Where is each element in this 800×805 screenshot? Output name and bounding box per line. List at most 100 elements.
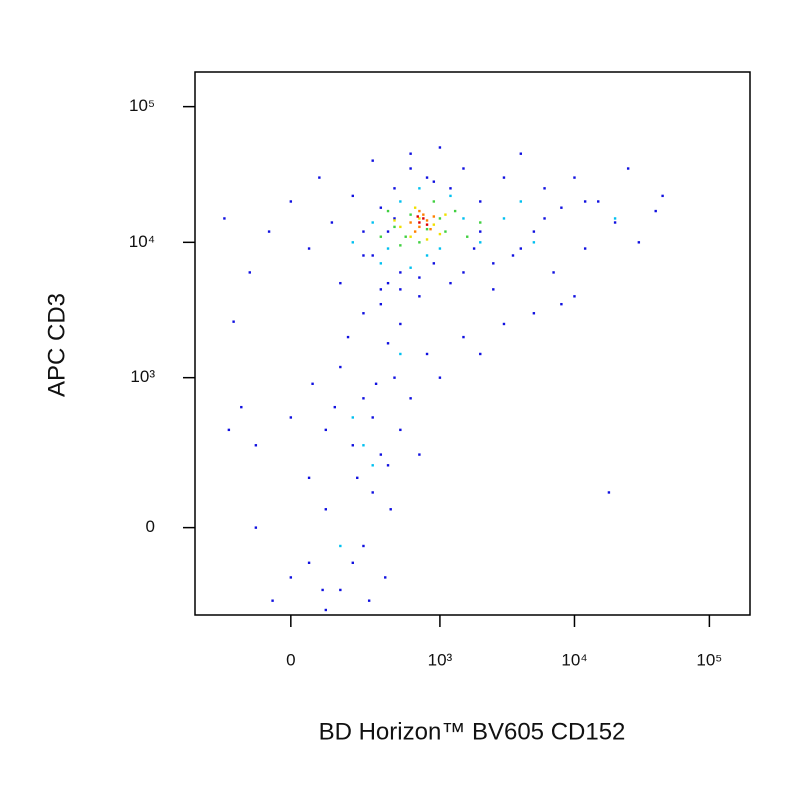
data-point (362, 312, 365, 315)
data-point (386, 209, 390, 213)
data-point (232, 320, 235, 323)
data-point (307, 247, 311, 250)
data-point (532, 241, 536, 244)
data-point (519, 152, 523, 155)
data-point (267, 230, 271, 233)
data-point (393, 225, 396, 229)
data-point (519, 200, 523, 203)
data-point (560, 206, 563, 209)
x-tick-label: 10⁴ (561, 650, 587, 669)
data-point (492, 262, 495, 265)
data-point (333, 405, 336, 409)
data-point (479, 200, 482, 203)
data-point (432, 180, 436, 183)
data-point (449, 187, 452, 190)
y-axis-title: APC CD3 (43, 293, 70, 397)
x-axis-title: BD Horizon™ BV605 CD152 (319, 718, 626, 745)
data-point (432, 223, 436, 226)
data-point (240, 405, 243, 409)
data-point (613, 221, 617, 224)
data-point (371, 416, 374, 419)
data-point (418, 217, 421, 220)
data-point (227, 428, 231, 432)
data-point (502, 322, 506, 326)
data-point (389, 508, 392, 511)
data-point (425, 227, 429, 231)
data-point (386, 464, 390, 467)
data-point (289, 200, 293, 203)
data-point (371, 464, 374, 467)
x-tick-label: 10³ (428, 650, 453, 669)
data-point (374, 382, 378, 385)
data-point (449, 281, 452, 285)
data-point (583, 247, 587, 250)
data-point (399, 200, 402, 203)
data-point (362, 544, 365, 548)
data-point (418, 241, 421, 244)
data-point (444, 213, 447, 216)
data-point (438, 146, 442, 149)
data-point (386, 342, 390, 345)
data-point (351, 416, 354, 419)
data-point (444, 230, 447, 233)
data-point (362, 254, 365, 257)
data-point (399, 428, 402, 432)
data-point (438, 376, 442, 379)
data-point (324, 508, 327, 511)
data-point (438, 232, 442, 236)
data-point (413, 206, 417, 209)
data-point (384, 576, 387, 579)
y-tick-label: 10⁵ (129, 96, 155, 115)
data-point (339, 588, 342, 592)
data-point (404, 235, 407, 238)
data-point (438, 247, 442, 250)
data-point (254, 526, 258, 529)
data-point (351, 444, 354, 447)
data-point (466, 235, 469, 238)
data-point (409, 266, 412, 269)
data-point (502, 176, 506, 179)
data-point (356, 476, 359, 480)
y-tick-label: 0 (146, 517, 155, 536)
data-point (399, 352, 402, 356)
data-point (479, 241, 482, 244)
data-point (393, 217, 396, 220)
data-point (543, 217, 546, 220)
data-point (324, 608, 327, 612)
data-point (479, 221, 482, 224)
data-point (248, 271, 251, 274)
data-point (453, 209, 457, 213)
data-point (543, 187, 546, 190)
data-point (425, 352, 429, 356)
data-point (409, 152, 412, 155)
data-point (429, 227, 432, 231)
data-point (462, 335, 465, 339)
data-point (462, 167, 465, 170)
data-point (607, 491, 611, 494)
data-point (438, 217, 442, 220)
data-point (613, 217, 617, 220)
data-point (393, 219, 396, 222)
data-point (511, 254, 515, 257)
data-point (432, 200, 436, 203)
data-point (661, 194, 664, 198)
data-point (399, 271, 402, 274)
data-point (362, 230, 365, 233)
data-point (307, 561, 311, 565)
data-point (379, 206, 383, 209)
data-point (637, 241, 641, 244)
data-point (479, 230, 482, 233)
y-tick-label: 10⁴ (129, 232, 155, 251)
data-point (532, 312, 536, 315)
data-point (532, 230, 536, 233)
data-point (425, 223, 429, 226)
data-point (371, 221, 374, 224)
data-point (254, 444, 258, 447)
data-point (330, 221, 334, 224)
data-point (362, 444, 365, 447)
data-point (418, 276, 421, 279)
data-point (462, 271, 465, 274)
data-point (425, 219, 429, 222)
data-point (418, 453, 421, 456)
